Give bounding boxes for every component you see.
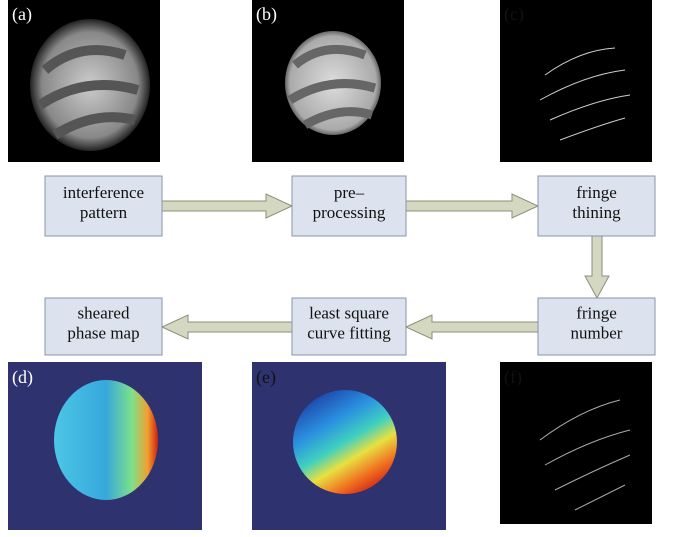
image-c xyxy=(500,0,652,162)
node-label: least square xyxy=(309,304,389,323)
panel-label: (b) xyxy=(256,4,277,25)
node-label: phase map xyxy=(67,324,139,343)
diagram: (a) (b) (c) (d) (e) (f) interferencepattern pre… xyxy=(0,0,689,532)
image-e xyxy=(252,362,446,530)
node-label: curve fitting xyxy=(307,324,391,343)
image-f xyxy=(500,362,652,524)
panel-label: (f) xyxy=(504,367,522,388)
node-label: number xyxy=(571,324,623,343)
panel-label: (d) xyxy=(12,367,33,388)
node-label: fringe xyxy=(576,183,617,202)
node-label: pre– xyxy=(334,183,365,202)
panel-label: (c) xyxy=(504,4,524,25)
image-a xyxy=(8,0,160,162)
node-label: processing xyxy=(313,203,386,222)
node-label: pattern xyxy=(80,203,128,222)
node-label: thining xyxy=(572,203,621,222)
panel-label: (a) xyxy=(12,4,32,25)
image-b xyxy=(252,0,404,162)
node-label: fringe xyxy=(576,304,617,323)
image-d xyxy=(8,362,202,530)
node-label: sheared xyxy=(78,304,130,323)
panel-label: (e) xyxy=(256,367,276,388)
node-label: interference xyxy=(63,183,144,202)
